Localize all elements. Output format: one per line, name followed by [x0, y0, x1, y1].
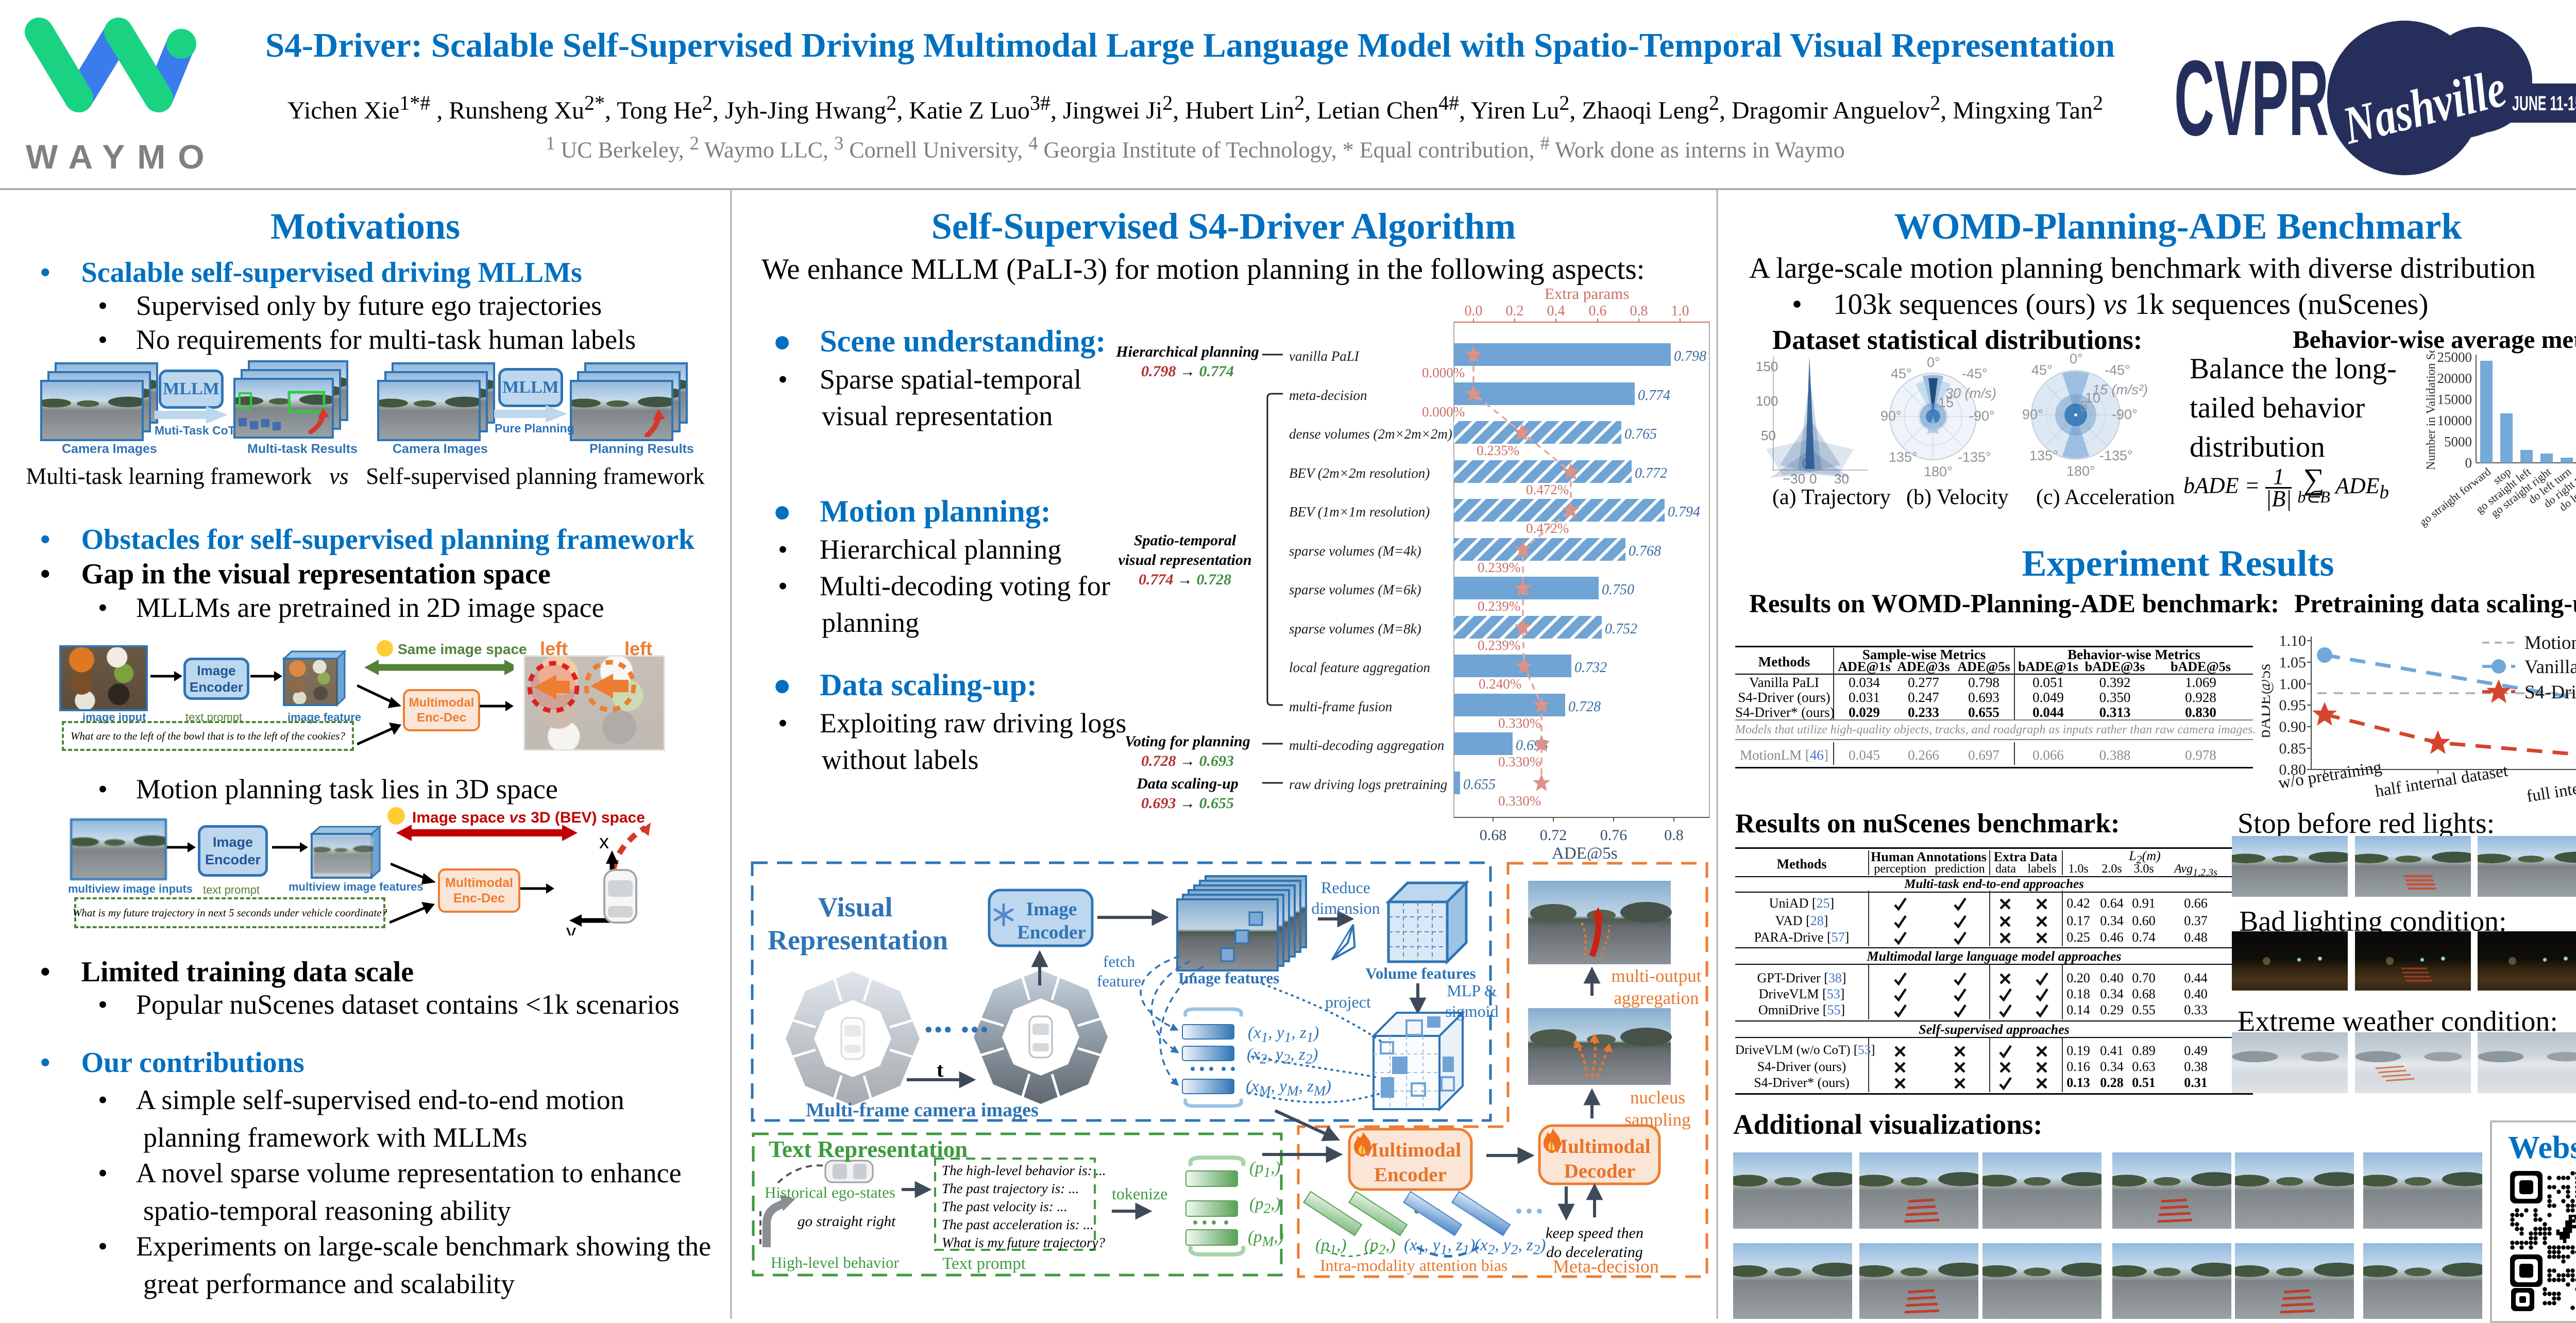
- svg-text:0.8: 0.8: [1630, 303, 1648, 319]
- svg-text:−30: −30: [1783, 471, 1805, 485]
- svg-text:15 (m/s²): 15 (m/s²): [2092, 382, 2148, 397]
- svg-text:CVPR: CVPR: [2174, 39, 2329, 158]
- svg-text:go straight forward: go straight forward: [2421, 465, 2493, 529]
- svg-text:0.655: 0.655: [1463, 777, 1496, 793]
- svg-text:0.8: 0.8: [1664, 827, 1684, 844]
- svg-text:MotionLM: MotionLM: [2524, 632, 2576, 654]
- svg-text:0.95: 0.95: [2279, 697, 2307, 714]
- svg-text:0.000%: 0.000%: [1422, 365, 1465, 380]
- svg-text:0.240%: 0.240%: [1479, 676, 1521, 692]
- svg-text:180°: 180°: [2066, 463, 2095, 479]
- svg-text:0.765: 0.765: [1624, 426, 1657, 442]
- svg-text:0°: 0°: [2070, 353, 2083, 366]
- svg-text:100: 100: [1756, 393, 1778, 409]
- svg-text:0.4: 0.4: [1547, 303, 1565, 319]
- svg-text:0.68: 0.68: [1480, 827, 1507, 844]
- svg-text:0.798: 0.798: [1674, 348, 1706, 364]
- svg-text:Number in Validation Set: Number in Validation Set: [2425, 350, 2438, 470]
- svg-text:0.472%: 0.472%: [1526, 482, 1569, 497]
- svg-text:BEV (2m×2m resolution): BEV (2m×2m resolution): [1289, 465, 1430, 481]
- svg-text:multi-decoding aggregation: multi-decoding aggregation: [1289, 738, 1444, 753]
- svg-text:x: x: [599, 831, 609, 853]
- svg-text:0.728: 0.728: [1568, 699, 1601, 715]
- svg-text:-90°: -90°: [2112, 407, 2138, 422]
- svg-text:135°: 135°: [2029, 448, 2058, 463]
- svg-text:45°: 45°: [1891, 366, 1912, 381]
- svg-text:S4-Driver: S4-Driver: [2524, 682, 2576, 703]
- svg-text:Extra params: Extra params: [1545, 284, 1629, 303]
- svg-text:0.732: 0.732: [1574, 660, 1607, 676]
- svg-text:BEV (1m×1m resolution): BEV (1m×1m resolution): [1289, 504, 1430, 520]
- svg-text:0°: 0°: [1927, 356, 1940, 370]
- svg-text:sparse volumes (M=8k): sparse volumes (M=8k): [1289, 621, 1421, 637]
- svg-text:0.330%: 0.330%: [1498, 715, 1541, 731]
- svg-text:0.76: 0.76: [1600, 827, 1628, 844]
- svg-text:10000: 10000: [2437, 413, 2472, 428]
- svg-text:25000: 25000: [2437, 350, 2472, 365]
- svg-text:vanilla PaLI: vanilla PaLI: [1289, 348, 1360, 364]
- svg-text:0.330%: 0.330%: [1498, 754, 1541, 769]
- svg-text:0.239%: 0.239%: [1478, 598, 1520, 614]
- svg-text:0.0: 0.0: [1465, 303, 1483, 319]
- svg-text:10: 10: [2085, 390, 2100, 406]
- svg-text:15000: 15000: [2437, 392, 2472, 407]
- svg-text:50: 50: [1761, 428, 1776, 443]
- svg-text:90°: 90°: [2022, 407, 2043, 422]
- svg-text:0.235%: 0.235%: [1477, 443, 1519, 458]
- svg-text:0.752: 0.752: [1605, 621, 1637, 637]
- svg-text:-135°: -135°: [1958, 449, 1991, 465]
- svg-text:0.774: 0.774: [1638, 388, 1670, 404]
- svg-text:Vanilla PaLI: Vanilla PaLI: [2524, 657, 2576, 678]
- svg-text:0.794: 0.794: [1668, 504, 1700, 520]
- svg-text:150: 150: [1756, 359, 1778, 374]
- svg-text:full internal dataset: full internal dataset: [2526, 767, 2576, 806]
- svg-text:0: 0: [2465, 455, 2472, 471]
- svg-text:1.00: 1.00: [2279, 676, 2307, 693]
- svg-text:dense volumes (2m×2m×2m): dense volumes (2m×2m×2m): [1289, 426, 1452, 442]
- svg-text:raw driving logs pretraining: raw driving logs pretraining: [1289, 777, 1447, 792]
- svg-text:0.772: 0.772: [1635, 465, 1667, 481]
- svg-text:0.80: 0.80: [2279, 761, 2307, 778]
- svg-text:20000: 20000: [2437, 371, 2472, 386]
- svg-text:45°: 45°: [2031, 362, 2053, 378]
- svg-text:0.239%: 0.239%: [1478, 560, 1520, 575]
- svg-text:half internal dataset: half internal dataset: [2374, 762, 2510, 801]
- svg-text:-45°: -45°: [1962, 366, 1988, 381]
- svg-text:0.239%: 0.239%: [1478, 638, 1520, 653]
- svg-text:5000: 5000: [2444, 434, 2472, 449]
- svg-text:135°: 135°: [1889, 449, 1918, 465]
- svg-text:1.05: 1.05: [2279, 654, 2307, 671]
- svg-text:multi-frame fusion: multi-frame fusion: [1289, 699, 1392, 714]
- svg-text:sparse volumes (M=6k): sparse volumes (M=6k): [1289, 582, 1421, 597]
- svg-text:1.10: 1.10: [2279, 632, 2307, 649]
- svg-text:JUNE 11-15, 2025: JUNE 11-15, 2025: [2512, 92, 2576, 115]
- svg-text:1.0: 1.0: [1671, 303, 1689, 319]
- svg-text:30: 30: [1834, 471, 1849, 485]
- svg-text:0.6: 0.6: [1589, 303, 1607, 319]
- svg-text:5: 5: [2080, 398, 2088, 414]
- svg-text:y: y: [566, 921, 576, 935]
- svg-text:meta-decision: meta-decision: [1289, 388, 1367, 403]
- svg-text:0.2: 0.2: [1506, 303, 1524, 319]
- svg-text:0.72: 0.72: [1540, 827, 1567, 844]
- svg-text:ADE@5s: ADE@5s: [1552, 844, 1618, 861]
- svg-text:90°: 90°: [1880, 408, 1902, 424]
- svg-text:sparse volumes (M=4k): sparse volumes (M=4k): [1289, 543, 1421, 559]
- svg-text:0.330%: 0.330%: [1498, 793, 1541, 809]
- svg-text:0.768: 0.768: [1629, 543, 1661, 559]
- svg-text:0.750: 0.750: [1602, 582, 1634, 598]
- svg-text:180°: 180°: [1924, 464, 1953, 479]
- svg-text:bADE@5s: bADE@5s: [2262, 664, 2274, 738]
- svg-text:-90°: -90°: [1969, 408, 1995, 424]
- svg-text:0.85: 0.85: [2279, 740, 2307, 757]
- svg-text:0.90: 0.90: [2279, 718, 2307, 735]
- svg-text:0: 0: [1809, 471, 1817, 485]
- svg-text:30 (m/s): 30 (m/s): [1945, 386, 1996, 401]
- svg-text:local feature aggregation: local feature aggregation: [1289, 660, 1430, 675]
- svg-text:0.472%: 0.472%: [1526, 521, 1569, 536]
- svg-text:0.000%: 0.000%: [1422, 404, 1465, 420]
- svg-text:-45°: -45°: [2105, 362, 2130, 378]
- svg-text:15: 15: [1938, 395, 1954, 410]
- svg-text:-135°: -135°: [2099, 448, 2133, 463]
